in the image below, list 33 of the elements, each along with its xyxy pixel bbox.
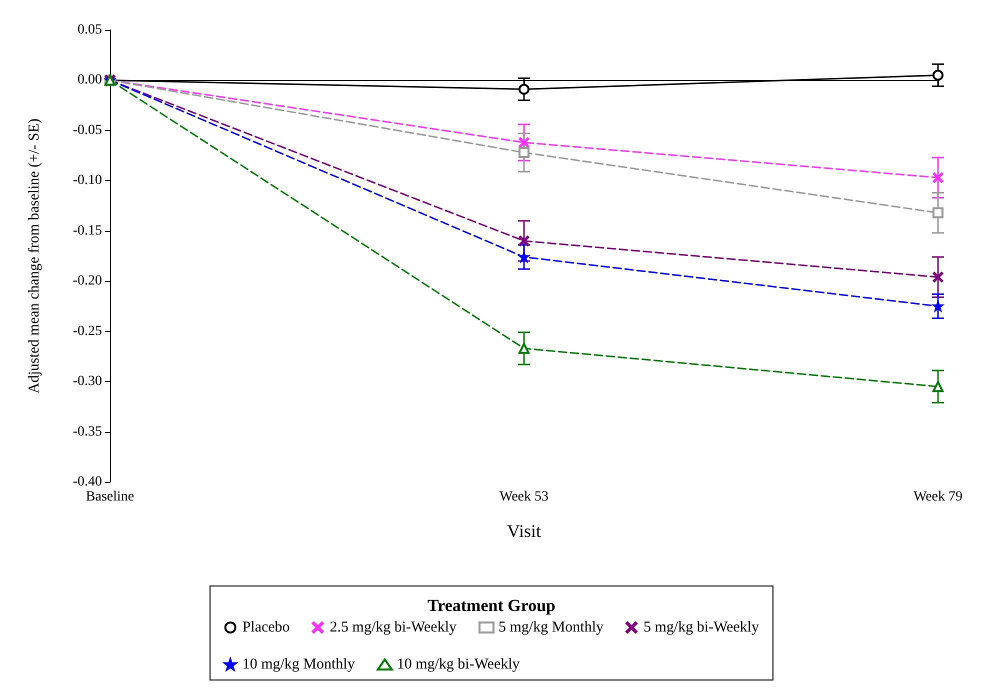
y-tick-label: -0.05 [72,122,102,138]
point [518,252,530,262]
y-tick-label: 0.00 [78,72,102,88]
point [518,236,530,246]
point [932,207,944,218]
y-tick-label: 0.05 [78,22,102,38]
point [932,172,944,183]
legend-label: 10 mg/kg Monthly [242,656,356,672]
y-tick-label: -0.40 [72,474,102,490]
x-axis-title: Visit [507,521,541,541]
legend-label: 2.5 mg/kg bi-Weekly [330,620,457,636]
point [932,300,944,312]
legend-label: Placebo [242,620,290,636]
y-tick-label: -0.10 [72,173,102,188]
y-tick-label: -0.35 [72,424,102,440]
point [518,84,530,95]
legend-label: 5 mg/kg Monthly [498,620,604,636]
point [932,272,944,282]
legend-label: 5 mg/kg bi-Weekly [644,620,760,636]
point [518,137,530,148]
y-tick-label: -0.15 [72,223,102,238]
y-axis-title: Adjusted mean change from baseline (+/- SE) [26,118,42,394]
y-tick-label: -0.30 [72,374,102,390]
y-tick-label: -0.25 [72,324,102,339]
x-tick-label: Week 79 [913,490,963,504]
point [932,70,944,81]
legend-label: 10 mg/kg bi-Weekly [396,656,520,672]
x-tick-label: Baseline [86,490,134,504]
legend-title: Treatment Group [428,596,556,615]
point [518,147,530,158]
y-tick-label: -0.20 [72,274,102,289]
x-tick-label: Week 53 [499,490,549,504]
point [932,381,944,392]
